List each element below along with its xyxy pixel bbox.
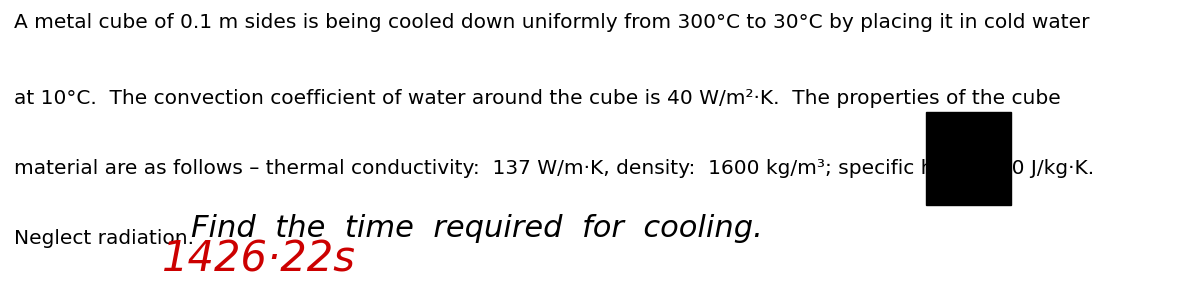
Text: Find  the  time  required  for  cooling.: Find the time required for cooling. [191,214,763,243]
Text: at 10°C.  The convection coefficient of water around the cube is 40 W/m²·K.  The: at 10°C. The convection coefficient of w… [14,89,1061,108]
Text: 1426·22s: 1426·22s [162,239,356,281]
Text: material are as follows – thermal conductivity:  137 W/m·K, density:  1600 kg/m³: material are as follows – thermal conduc… [14,159,1094,178]
Text: Neglect radiation.: Neglect radiation. [14,228,200,248]
Text: A metal cube of 0.1 m sides is being cooled down uniformly from 300°C to 30°C by: A metal cube of 0.1 m sides is being coo… [14,13,1090,32]
Bar [926,112,1012,205]
